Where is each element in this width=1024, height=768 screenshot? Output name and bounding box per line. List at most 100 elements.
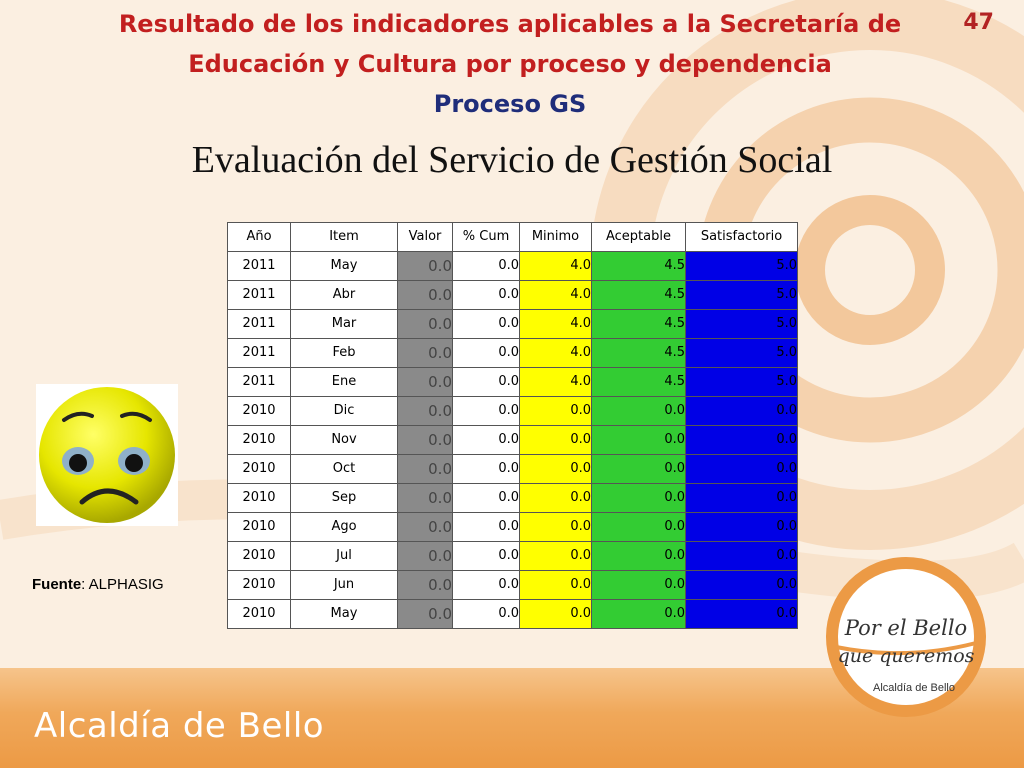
valor-cell: 0.0 [397,454,453,484]
source-note: Fuente: ALPHASIG [32,576,164,593]
item-cell: Dic [290,396,398,426]
table-row: 2011 Abr 0.0 0.0 4.0 4.5 5.0 [227,280,798,310]
year-cell: 2010 [227,570,291,600]
satisfactorio-cell: 0.0 [685,599,798,629]
item-cell: Mar [290,309,398,339]
item-cell: Jun [290,570,398,600]
aceptable-cell: 0.0 [591,541,686,571]
source-label: Fuente [32,576,82,593]
year-cell: 2011 [227,338,291,368]
table-row: 2011 May 0.0 0.0 4.0 4.5 5.0 [227,251,798,281]
logo-line-1: Por el Bello [844,616,967,640]
minimo-cell: 0.0 [519,599,592,629]
valor-cell: 0.0 [397,367,453,397]
cum-cell: 0.0 [452,338,520,368]
valor-cell: 0.0 [397,425,453,455]
year-cell: 2010 [227,454,291,484]
cum-cell: 0.0 [452,570,520,600]
valor-cell: 0.0 [397,396,453,426]
table-row: 2011 Feb 0.0 0.0 4.0 4.5 5.0 [227,338,798,368]
header-valor: Valor [397,222,453,252]
year-cell: 2010 [227,483,291,513]
aceptable-cell: 0.0 [591,570,686,600]
satisfactorio-cell: 0.0 [685,570,798,600]
year-cell: 2010 [227,599,291,629]
cum-cell: 0.0 [452,483,520,513]
cum-cell: 0.0 [452,396,520,426]
minimo-cell: 0.0 [519,570,592,600]
aceptable-cell: 0.0 [591,396,686,426]
minimo-cell: 0.0 [519,396,592,426]
cum-cell: 0.0 [452,309,520,339]
table-row: 2010 Jul 0.0 0.0 0.0 0.0 0.0 [227,541,798,571]
brand-logo: Por el Bello que queremos Alcaldía de Be… [826,557,986,717]
page-title: Evaluación del Servicio de Gestión Socia… [191,139,833,181]
table-row: 2010 Oct 0.0 0.0 0.0 0.0 0.0 [227,454,798,484]
aceptable-cell: 4.5 [591,280,686,310]
satisfactorio-cell: 5.0 [685,309,798,339]
year-cell: 2010 [227,512,291,542]
valor-cell: 0.0 [397,338,453,368]
source-value: : ALPHASIG [81,576,164,593]
indicator-table: Año Item Valor % Cum Minimo Aceptable Sa… [227,222,798,629]
year-cell: 2011 [227,309,291,339]
header-item: Item [290,222,398,252]
aceptable-cell: 4.5 [591,251,686,281]
satisfactorio-cell: 5.0 [685,280,798,310]
valor-cell: 0.0 [397,541,453,571]
cum-cell: 0.0 [452,425,520,455]
year-cell: 2011 [227,251,291,281]
minimo-cell: 0.0 [519,425,592,455]
item-cell: Jul [290,541,398,571]
aceptable-cell: 0.0 [591,512,686,542]
minimo-cell: 0.0 [519,454,592,484]
table-row: 2010 Ago 0.0 0.0 0.0 0.0 0.0 [227,512,798,542]
satisfactorio-cell: 5.0 [685,367,798,397]
minimo-cell: 4.0 [519,367,592,397]
valor-cell: 0.0 [397,251,453,281]
cum-cell: 0.0 [452,454,520,484]
cum-cell: 0.0 [452,251,520,281]
minimo-cell: 4.0 [519,251,592,281]
table-row: 2010 May 0.0 0.0 0.0 0.0 0.0 [227,599,798,629]
item-cell: May [290,599,398,629]
year-cell: 2010 [227,425,291,455]
header-subtitle: Proceso GS [433,90,587,118]
cum-cell: 0.0 [452,367,520,397]
aceptable-cell: 4.5 [591,367,686,397]
minimo-cell: 0.0 [519,512,592,542]
item-cell: Ene [290,367,398,397]
aceptable-cell: 0.0 [591,599,686,629]
table-header-row: Año Item Valor % Cum Minimo Aceptable Sa… [227,222,798,252]
valor-cell: 0.0 [397,280,453,310]
item-cell: May [290,251,398,281]
item-cell: Nov [290,425,398,455]
minimo-cell: 4.0 [519,338,592,368]
satisfactorio-cell: 0.0 [685,425,798,455]
valor-cell: 0.0 [397,309,453,339]
valor-cell: 0.0 [397,570,453,600]
minimo-cell: 4.0 [519,309,592,339]
item-cell: Oct [290,454,398,484]
footer-brand: Alcaldía de Bello [34,706,325,746]
item-cell: Abr [290,280,398,310]
minimo-cell: 0.0 [519,541,592,571]
logo-caption: Alcaldía de Bello [873,682,955,694]
table-row: 2010 Nov 0.0 0.0 0.0 0.0 0.0 [227,425,798,455]
satisfactorio-cell: 5.0 [685,251,798,281]
header-cum: % Cum [452,222,520,252]
year-cell: 2011 [227,280,291,310]
satisfactorio-cell: 0.0 [685,396,798,426]
year-cell: 2010 [227,541,291,571]
cum-cell: 0.0 [452,512,520,542]
cum-cell: 0.0 [452,280,520,310]
slide-number: 47 [963,10,994,35]
header-title-line-1: Resultado de los indicadores aplicables … [118,10,902,38]
table-row: 2011 Ene 0.0 0.0 4.0 4.5 5.0 [227,367,798,397]
header-satisfactorio: Satisfactorio [685,222,798,252]
item-cell: Feb [290,338,398,368]
cum-cell: 0.0 [452,599,520,629]
satisfactorio-cell: 0.0 [685,541,798,571]
aceptable-cell: 0.0 [591,483,686,513]
status-face [36,384,178,526]
